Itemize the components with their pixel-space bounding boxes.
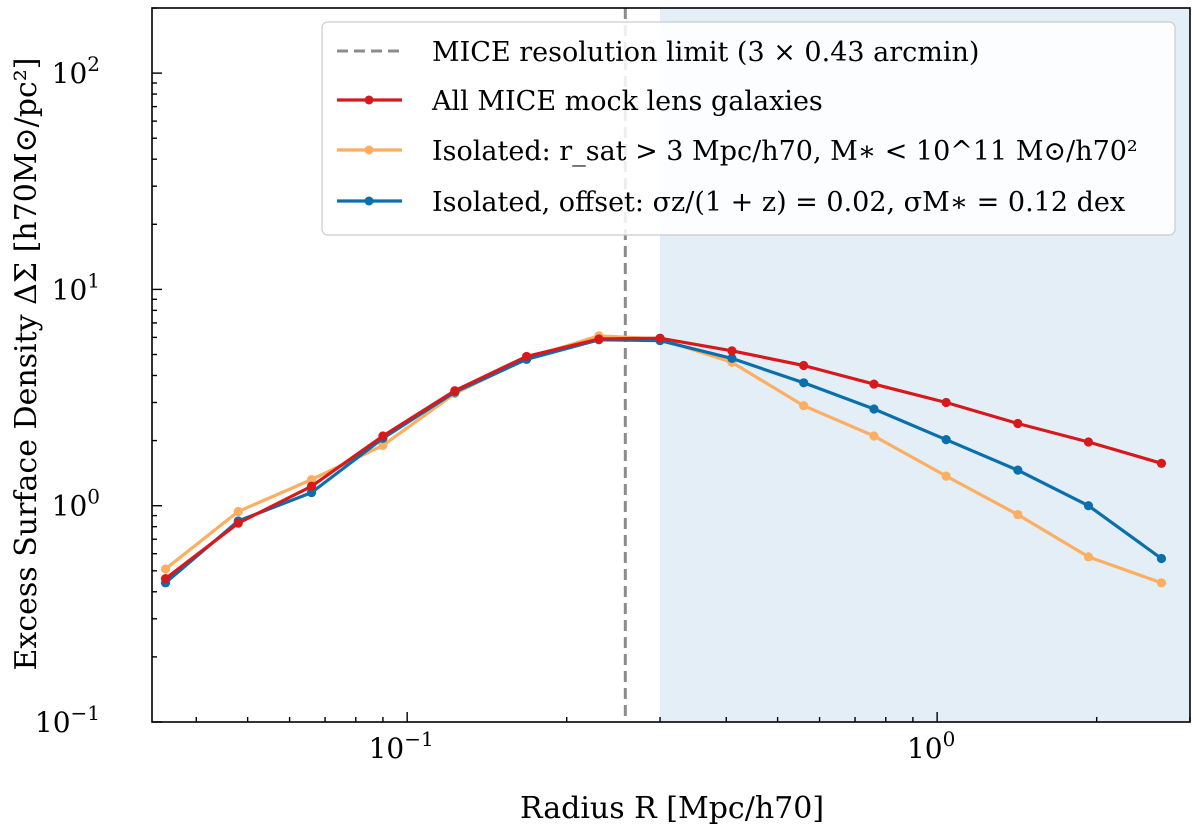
data-point [450,386,460,396]
data-point [233,518,243,528]
data-point [306,487,317,498]
data-point [233,506,243,517]
data-point [306,475,317,485]
legend-label-offset: Isolated, offset: σz/(1 + z) = 0.02, σM∗… [432,187,1125,218]
data-point [799,360,809,371]
data-point [306,481,317,491]
x-tick-label: 100 [907,727,955,765]
data-point [1013,418,1023,429]
data-point [869,404,879,414]
data-series [160,331,1167,588]
data-point [1156,458,1167,468]
data-point [1083,501,1094,511]
x-axis-label: Radius R [Mpc/h70] [520,791,824,826]
axis-ticks: 10−1 100 10−1 100 101 102 [35,7,1191,765]
data-point [727,346,737,356]
legend-marker-offset [364,196,374,206]
data-point [1013,465,1023,475]
y-tick-label: 100 [52,485,100,523]
data-point [941,397,951,408]
y-tick-label: 102 [52,52,100,90]
data-point [941,435,951,445]
y-axis-label: Excess Surface Density ΔΣ [h70M⊙/pc²] [9,58,44,671]
data-point [594,334,604,344]
data-point [160,574,171,584]
legend-marker-all [364,95,374,105]
y-tick-label: 10−1 [35,701,100,739]
legend-label-isolated: Isolated: r_sat > 3 Mpc/h70, M∗ < 10^11 … [432,136,1138,167]
data-point [799,378,809,388]
legend-label-all: All MICE mock lens galaxies [431,86,823,117]
legend-label-resolution: MICE resolution limit (3 × 0.43 arcmin) [432,37,979,68]
data-point [521,351,532,362]
data-point [378,440,388,451]
legend-box [321,21,1176,236]
data-point [1156,578,1167,588]
data-point [160,564,171,574]
data-point [941,471,951,481]
data-point [1083,552,1094,562]
data-point [869,431,879,441]
data-point [1013,509,1023,520]
data-point [869,379,879,389]
data-point [799,401,809,411]
legend-marker-isolated [364,145,374,155]
data-point [727,353,737,363]
x-tick-label: 10−1 [369,727,434,765]
y-tick-label: 101 [52,268,100,306]
data-point [1083,437,1094,447]
plot-frame [151,7,1191,723]
data-point [378,431,388,441]
legend: MICE resolution limit (3 × 0.43 arcmin) … [321,21,1176,236]
data-point [1156,553,1167,564]
data-point [655,333,665,343]
